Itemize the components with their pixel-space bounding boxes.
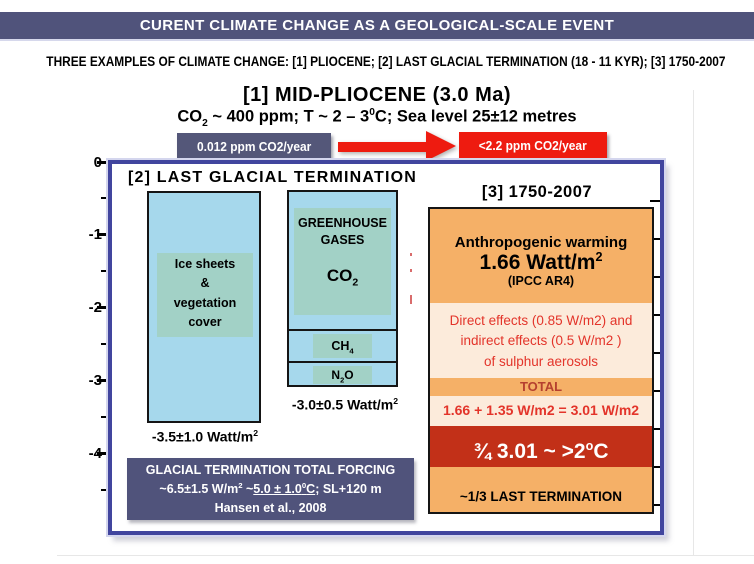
red-mark xyxy=(410,295,412,304)
glacial-total-forcing-box: GLACIAL TERMINATION TOTAL FORCING ~6.5±1… xyxy=(127,458,414,520)
warming-title: Anthropogenic warming xyxy=(454,234,628,251)
section2-title: [2] LAST GLACIAL TERMINATION xyxy=(128,169,417,186)
rate-past-label: 0.012 ppm CO2/year xyxy=(196,139,312,154)
summary-temp-underlined: 5.0 ± 1.00C xyxy=(253,480,316,496)
summary-sealevel: ; SL+120 m xyxy=(315,481,382,496)
stats-deg-sup: 0 xyxy=(369,107,375,118)
stats-co2-sub: 2 xyxy=(202,117,208,129)
n2o-label: N2O xyxy=(313,366,372,384)
bar-ghg-value: -3.0±0.5 Watt/m2 xyxy=(285,396,405,413)
rate-present-label: <2.2 ppm CO2/year xyxy=(478,138,588,153)
right-axis-tick xyxy=(650,466,660,468)
section3-title: [3] 1750-2007 xyxy=(481,183,593,201)
arrow-right-icon xyxy=(338,131,458,162)
co2-label: CO2 xyxy=(294,265,391,290)
bar-ice-sheets-value: -3.5±1.0 Watt/m2 xyxy=(140,428,270,445)
section1-stats: CO2 ~ 400 ppm; T ~ 2 – 30C; Sea level 25… xyxy=(0,107,754,129)
right-axis-tick xyxy=(650,390,660,392)
summary-temp: 5.0 ± 1.0 xyxy=(253,481,302,496)
summary-line1: GLACIAL TERMINATION TOTAL FORCING xyxy=(145,463,396,477)
warming-source: (IPCC AR4) xyxy=(507,274,575,289)
stats-tail: C; Sea level 25±12 metres xyxy=(374,107,577,126)
temp-unit: C xyxy=(593,440,609,463)
arrow-head xyxy=(426,131,456,161)
y-axis-major-tick xyxy=(97,306,108,309)
co2-sub: 2 xyxy=(352,276,359,289)
summary-approx: ~ xyxy=(242,481,254,496)
bar-ghg-label: GREENHOUSE GASES CO2 xyxy=(294,208,391,315)
temperature-banner: ¾ 3.01 ~ >2oC xyxy=(430,426,652,467)
ghg-header-text: GREENHOUSE GASES xyxy=(298,216,387,247)
n2o-text: N xyxy=(331,368,341,382)
red-mark xyxy=(410,253,412,256)
right-axis-tick xyxy=(650,276,660,278)
summary-temp-sup: 0 xyxy=(301,480,307,490)
rate-box-present: <2.2 ppm CO2/year xyxy=(459,132,607,159)
n2o-text2: O xyxy=(344,368,354,382)
right-axis-tick xyxy=(650,352,660,354)
ch4-sub: 4 xyxy=(349,346,354,356)
right-axis-tick xyxy=(650,504,660,506)
y-axis-minor-tick xyxy=(101,489,108,491)
slide-title-banner: CURENT CLIMATE CHANGE AS A GEOLOGICAL-SC… xyxy=(0,12,754,41)
bar-divider xyxy=(289,361,396,363)
y-axis-major-tick xyxy=(97,379,108,382)
page-divider-vertical xyxy=(693,90,694,555)
right-axis-tick xyxy=(650,200,660,202)
red-mark xyxy=(410,269,412,272)
y-axis-major-tick xyxy=(97,233,108,236)
total-value: 1.66 + 1.35 W/m2 = 3.01 W/m2 xyxy=(430,396,652,426)
y-axis-minor-tick xyxy=(101,416,108,418)
warming-value-sup: 2 xyxy=(595,250,603,264)
temp-deg-sup: o xyxy=(585,439,594,453)
y-tick-label-1: -1 xyxy=(88,226,102,243)
y-axis-major-tick xyxy=(97,452,108,455)
aerosol-effects-section: Direct effects (0.85 W/m2) and indirect … xyxy=(430,303,652,378)
summary-citation: Hansen et al., 2008 xyxy=(214,500,327,515)
y-tick-label-3: -3 xyxy=(88,372,102,389)
y-axis-minor-tick xyxy=(101,343,108,345)
ice-value-text: -3.5±1.0 Watt/m xyxy=(151,428,254,445)
panel-1750-2007: Anthropogenic warming 1.66 Watt/m2 (IPCC… xyxy=(428,207,654,514)
anthropogenic-warming-section: Anthropogenic warming 1.66 Watt/m2 (IPCC… xyxy=(430,209,652,303)
bar-divider xyxy=(289,329,396,331)
ice-value-sup: 2 xyxy=(253,428,259,438)
right-axis-tick xyxy=(650,238,660,240)
stats-co: CO xyxy=(177,107,203,126)
page-divider-horizontal xyxy=(57,555,754,556)
y-tick-label-2: -2 xyxy=(88,299,102,316)
bar-ice-sheets-label: Ice sheets & vegetation cover xyxy=(157,253,253,337)
ch4-label: CH4 xyxy=(313,334,372,358)
ghg-value-sup: 2 xyxy=(393,396,399,406)
summary-line2: ~6.5±1.5 W/m2 ~5.0 ± 1.00C; SL+120 m xyxy=(127,480,414,499)
arrow-shaft xyxy=(338,142,426,152)
total-header: TOTAL xyxy=(430,378,652,396)
slide-subtitle: THREE EXAMPLES OF CLIMATE CHANGE: [1] PL… xyxy=(0,54,754,69)
slide-subtitle-text: THREE EXAMPLES OF CLIMATE CHANGE: [1] PL… xyxy=(46,54,726,69)
y-axis-minor-tick xyxy=(101,270,108,272)
comparison-label: ~1/3 LAST TERMINATION xyxy=(430,467,652,512)
right-axis-tick xyxy=(650,314,660,316)
warming-value: 1.66 Watt/m2 xyxy=(430,250,652,274)
co2-text: CO xyxy=(326,265,353,285)
n2o-sub: 2 xyxy=(340,375,345,385)
right-axis-tick xyxy=(650,428,660,430)
temp-text: ¾ 3.01 ~ >2 xyxy=(473,440,586,463)
warming-value-text: 1.66 Watt/m xyxy=(479,251,596,274)
section1-title: [1] MID-PLIOCENE (3.0 Ma) xyxy=(242,84,512,106)
summary-forcing-sup: 2 xyxy=(238,480,243,490)
stats-mid: ~ 400 ppm; T ~ 2 – 3 xyxy=(207,107,370,126)
rate-box-past: 0.012 ppm CO2/year xyxy=(177,133,331,160)
y-axis-minor-tick xyxy=(101,197,108,199)
ch4-text: CH xyxy=(331,339,350,353)
y-tick-label-4: -4 xyxy=(88,445,102,462)
y-axis-major-tick xyxy=(97,161,108,164)
ghg-value-text: -3.0±0.5 Watt/m xyxy=(291,396,394,413)
summary-temp-unit: C xyxy=(306,481,316,496)
summary-forcing: ~6.5±1.5 W/m xyxy=(159,481,239,496)
